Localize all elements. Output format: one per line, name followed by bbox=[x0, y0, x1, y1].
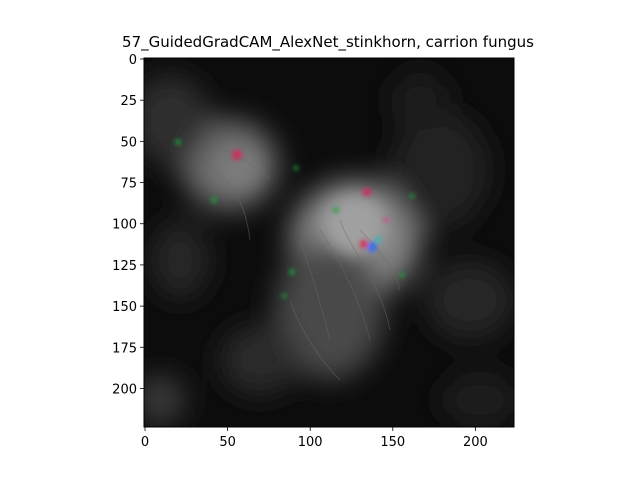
y-tick-label: 125 bbox=[112, 259, 137, 274]
plot-frame bbox=[143, 57, 515, 428]
x-tick-label: 100 bbox=[298, 435, 323, 450]
y-tick-label: 175 bbox=[112, 341, 137, 356]
saliency-heatmap-image bbox=[144, 58, 514, 427]
y-tick-label: 25 bbox=[120, 94, 137, 109]
y-tick-label: 50 bbox=[120, 135, 137, 150]
x-tick-label: 50 bbox=[219, 435, 236, 450]
y-tick-label: 100 bbox=[112, 218, 137, 233]
figure-title: 57_GuidedGradCAM_AlexNet_stinkhorn, carr… bbox=[122, 33, 534, 51]
y-tick-label: 200 bbox=[112, 382, 137, 397]
y-tick-label: 150 bbox=[112, 300, 137, 315]
x-tick-label: 0 bbox=[141, 435, 149, 450]
x-tick-label: 150 bbox=[380, 435, 405, 450]
x-tick-label: 200 bbox=[463, 435, 488, 450]
y-tick-label: 75 bbox=[120, 177, 137, 192]
y-tick-label: 0 bbox=[129, 53, 137, 68]
y-axis: 0 25 50 75 100 125 150 175 200 bbox=[112, 53, 144, 397]
x-axis: 0 50 100 150 200 bbox=[141, 427, 488, 450]
